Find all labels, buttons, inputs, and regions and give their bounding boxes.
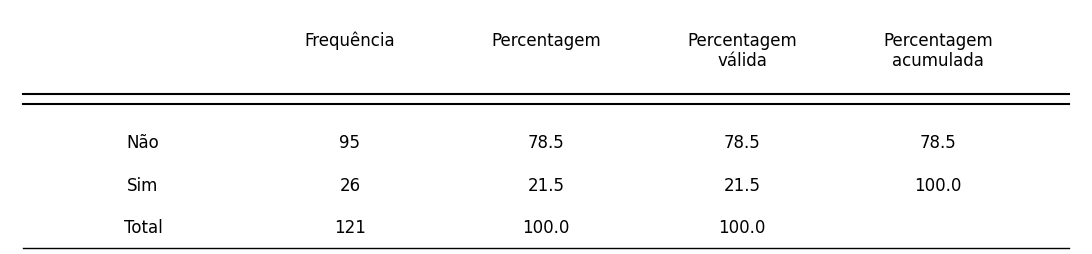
Text: 100.0: 100.0 bbox=[522, 218, 570, 236]
Text: Sim: Sim bbox=[128, 176, 158, 194]
Text: 78.5: 78.5 bbox=[724, 133, 760, 151]
Text: 100.0: 100.0 bbox=[719, 218, 765, 236]
Text: 121: 121 bbox=[334, 218, 366, 236]
Text: Percentagem
acumulada: Percentagem acumulada bbox=[883, 31, 993, 70]
Text: Percentagem
válida: Percentagem válida bbox=[687, 31, 797, 70]
Text: 78.5: 78.5 bbox=[527, 133, 565, 151]
Text: Frequência: Frequência bbox=[305, 31, 395, 50]
Text: 95: 95 bbox=[340, 133, 360, 151]
Text: 78.5: 78.5 bbox=[919, 133, 957, 151]
Text: 100.0: 100.0 bbox=[914, 176, 962, 194]
Text: Total: Total bbox=[123, 218, 163, 236]
Text: 21.5: 21.5 bbox=[724, 176, 760, 194]
Text: Percentagem: Percentagem bbox=[491, 31, 601, 50]
Text: 26: 26 bbox=[340, 176, 360, 194]
Text: 21.5: 21.5 bbox=[527, 176, 565, 194]
Text: Não: Não bbox=[127, 133, 159, 151]
